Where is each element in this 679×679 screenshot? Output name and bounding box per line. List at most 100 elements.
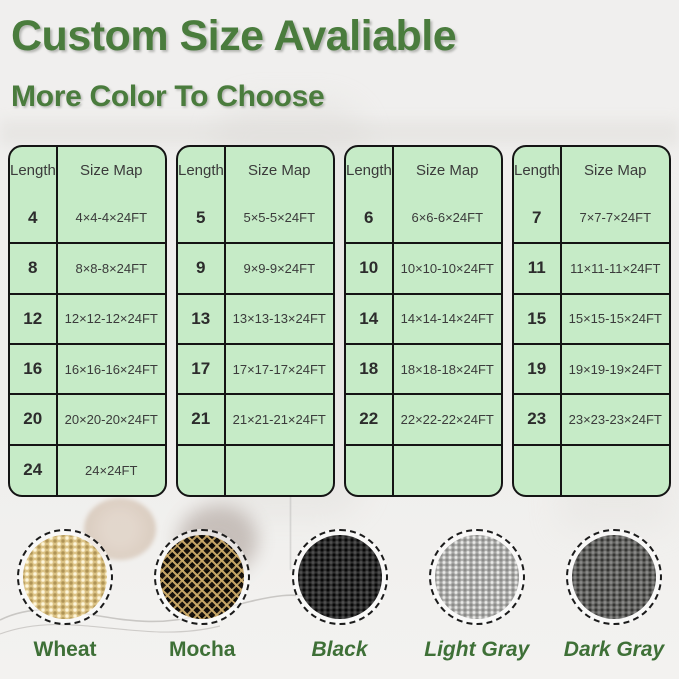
color-label-mocha: Mocha [168,638,236,661]
length-value [514,443,561,495]
table-row: 22 22×22-22×24FT [346,393,501,445]
col-header-length: Length [514,161,560,179]
length-value: 18 [346,342,393,395]
table-row: 20 20×20-20×24FT [10,393,165,445]
size-map-value: 9×9-9×24FT [223,242,333,294]
size-map-value: 13×13-13×24FT [223,292,333,344]
color-option-black: Black [291,529,388,662]
table-row: 13 13×13-13×24FT [178,292,333,344]
size-map-value: 18×18-18×24FT [391,342,501,395]
table-row: 14 14×14-14×24FT [346,292,501,344]
size-tables: Length Size Map 4 4×4-4×24FT 8 8×8-8×24FT … [8,145,671,497]
table-row: 17 17×17-17×24FT [178,342,333,395]
table-row: 5 5×5-5×24FT [178,193,333,244]
table-row: 19 19×19-19×24FT [514,342,669,395]
page-subtitle: More Color To Choose [11,80,325,113]
color-label-dark-gray: Dark Gray [563,638,665,661]
col-header-size-map: Size Map [223,147,333,193]
color-label-light-gray: Light Gray [424,638,530,661]
table-row [514,443,669,495]
size-map-value: 7×7-7×24FT [559,193,669,244]
size-map-value: 19×19-19×24FT [559,342,669,395]
length-value: 19 [514,342,561,395]
table-header-row: Length Size Map [514,147,669,193]
size-map-value [559,443,669,495]
table-row: 23 23×23-23×24FT [514,393,669,445]
table-row: 7 7×7-7×24FT [514,193,669,244]
size-map-value [223,443,333,495]
table-header-row: Length Size Map [10,147,165,193]
table-row: 11 11×11-11×24FT [514,242,669,294]
color-option-light-gray: Light Gray [424,529,529,662]
size-map-value: 11×11-11×24FT [559,242,669,294]
color-label-black: Black [311,638,368,661]
table-header-row: Length Size Map [178,147,333,193]
size-map-value: 17×17-17×24FT [223,342,333,395]
color-option-wheat: Wheat [17,529,113,662]
length-value: 10 [346,242,393,294]
size-map-value: 16×16-16×24FT [55,342,165,395]
length-value: 14 [346,292,393,344]
length-value: 20 [10,393,57,445]
length-value: 7 [532,207,542,227]
table-row: 4 4×4-4×24FT [10,193,165,244]
color-option-dark-gray: Dark Gray [563,529,665,662]
table-row: 8 8×8-8×24FT [10,242,165,294]
col-header-length: Length [178,161,224,179]
size-map-value: 10×10-10×24FT [391,242,501,294]
size-map-value: 4×4-4×24FT [55,193,165,244]
table-row: 24 24×24FT [10,443,165,495]
size-map-value: 20×20-20×24FT [55,393,165,445]
table-row [178,443,333,495]
col-header-length: Length [346,161,392,179]
size-map-value: 6×6-6×24FT [391,193,501,244]
col-header-length: Length [10,161,56,179]
length-value: 24 [10,443,57,495]
table-header-row: Length Size Map [346,147,501,193]
length-value: 16 [10,342,57,395]
color-option-mocha: Mocha [154,529,251,662]
color-swatches: Wheat Mocha Black Light Gray Dark Gray [0,529,679,662]
dark-gray-fabric-swatch-icon [566,529,662,625]
mocha-fabric-swatch-icon [154,529,251,625]
length-value: 8 [10,242,57,294]
size-map-value: 23×23-23×24FT [559,393,669,445]
length-value: 13 [178,292,225,344]
length-value: 9 [178,242,225,294]
col-header-size-map: Size Map [559,147,669,193]
color-label-wheat: Wheat [33,638,97,661]
length-value: 17 [178,342,225,395]
size-map-value: 22×22-22×24FT [391,393,501,445]
size-table-4: Length Size Map 7 7×7-7×24FT 11 11×11-11×2… [512,145,671,497]
table-row: 9 9×9-9×24FT [178,242,333,294]
size-map-value: 12×12-12×24FT [55,292,165,344]
length-value: 6 [364,207,374,227]
table-row: 18 18×18-18×24FT [346,342,501,395]
length-value: 12 [10,292,57,344]
size-map-value: 8×8-8×24FT [55,242,165,294]
table-row: 21 21×21-21×24FT [178,393,333,445]
length-value: 15 [514,292,561,344]
length-value: 22 [346,393,393,445]
size-map-value: 14×14-14×24FT [391,292,501,344]
size-map-value: 5×5-5×24FT [223,193,333,244]
length-value: 21 [178,393,225,445]
size-map-value [391,443,501,495]
col-header-size-map: Size Map [391,147,501,193]
size-table-1: Length Size Map 4 4×4-4×24FT 8 8×8-8×24FT … [8,145,167,497]
table-row: 16 16×16-16×24FT [10,342,165,395]
table-row: 6 6×6-6×24FT [346,193,501,244]
col-header-size-map: Size Map [55,147,165,193]
light-gray-fabric-swatch-icon [428,529,525,625]
table-row: 10 10×10-10×24FT [346,242,501,294]
size-map-value: 21×21-21×24FT [223,393,333,445]
length-value: 23 [514,393,561,445]
table-row: 12 12×12-12×24FT [10,292,165,344]
length-value: 4 [28,207,38,227]
length-value [346,443,393,495]
length-value [178,443,225,495]
size-table-3: Length Size Map 6 6×6-6×24FT 10 10×10-10×2… [344,145,503,497]
size-map-value: 15×15-15×24FT [559,292,669,344]
page-title: Custom Size Avaliable [11,12,457,60]
